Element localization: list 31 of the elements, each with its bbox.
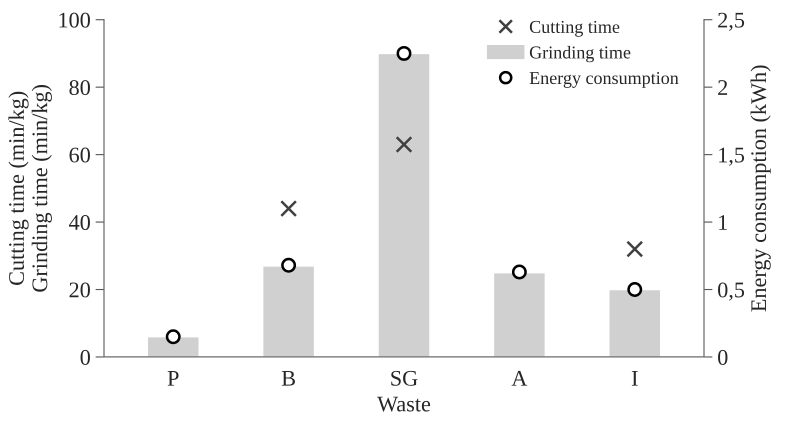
legend-label: Energy consumption bbox=[530, 72, 679, 88]
y2-tick-label: 2 bbox=[718, 80, 728, 95]
y-tick-label: 60 bbox=[70, 148, 90, 163]
point bbox=[281, 258, 296, 273]
y2-tick-label: 1,5 bbox=[719, 148, 744, 166]
y-tick-label: 40 bbox=[69, 215, 90, 230]
y2-tick-label: 1 bbox=[719, 215, 727, 230]
x-tick-label: A bbox=[512, 370, 528, 386]
x-tick-label: P bbox=[168, 371, 179, 386]
y-tick-label: 0 bbox=[80, 350, 90, 365]
x-tick-label: I bbox=[632, 371, 638, 386]
point bbox=[280, 200, 298, 218]
y-tick-label: 100 bbox=[59, 12, 90, 28]
y-tick-label: 20 bbox=[70, 282, 90, 298]
point bbox=[627, 282, 642, 297]
point bbox=[166, 329, 181, 344]
point bbox=[626, 240, 644, 258]
point bbox=[395, 136, 413, 154]
x-tick-label: SG bbox=[391, 370, 418, 386]
y-tick-label: 80 bbox=[69, 80, 90, 96]
y-axis-title: Cutting time (min/kg) Grinding time (min/kg) bbox=[8, 85, 52, 292]
legend-label: Grinding time bbox=[530, 46, 630, 62]
y2-tick-label: 0 bbox=[718, 350, 728, 365]
x-axis-title: Waste bbox=[377, 396, 430, 412]
point bbox=[512, 264, 527, 280]
point bbox=[396, 46, 412, 61]
y2-tick-label: 0,5 bbox=[718, 282, 744, 301]
legend-label: Cutting time bbox=[530, 20, 620, 37]
y2-tick-label: 2,5 bbox=[718, 12, 744, 31]
y2-axis-title: Energy consumption (kWh) bbox=[750, 65, 771, 312]
x-tick-label: B bbox=[282, 371, 295, 386]
